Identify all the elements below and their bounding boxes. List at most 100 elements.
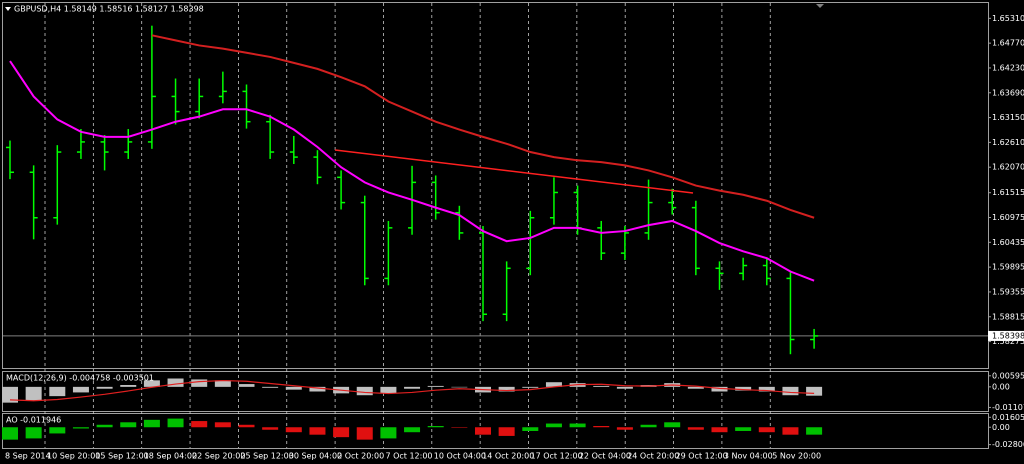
ao-bar — [404, 427, 421, 433]
macd-bar — [167, 378, 184, 387]
y-tick-label: 1.63150 — [992, 113, 1024, 122]
x-tick-label: 15 Sep 12:00 — [95, 452, 148, 461]
ao-bar — [380, 427, 397, 439]
ao-bar — [309, 427, 326, 435]
current-price-label: 1.58398 — [992, 331, 1024, 340]
macd-bar — [72, 386, 89, 393]
indicator-line — [151, 34, 815, 219]
ao-bar — [593, 426, 610, 428]
x-tick-label: 3 Nov 04:00 — [724, 452, 773, 461]
ao-bar — [664, 422, 681, 428]
y-tick-label: 0.00 — [992, 423, 1010, 432]
y-tick-label: 1.58275 — [992, 337, 1024, 346]
y-tick-label: 1.60435 — [992, 238, 1024, 247]
macd-bar — [96, 386, 113, 389]
y-tick-label: 1.64230 — [992, 63, 1024, 72]
x-tick-label: 5 Nov 20:00 — [772, 452, 821, 461]
ao-bar — [25, 427, 42, 439]
ao-bar — [120, 422, 137, 428]
x-tick-label: 10 Sep 20:00 — [47, 452, 100, 461]
ao-bar — [498, 427, 515, 436]
y-tick-label: 1.64770 — [992, 39, 1024, 48]
ao-bar — [96, 424, 113, 428]
macd-bar — [758, 386, 775, 392]
y-tick-label: 1.62070 — [992, 163, 1024, 172]
symbol-menu-arrow[interactable] — [5, 7, 11, 11]
x-tick-label: 17 Oct 12:00 — [531, 452, 583, 461]
grid: 1.65310 1.64770 1.64230 1.63690 1.63150 1.626… — [3, 3, 1024, 461]
macd-bar — [49, 386, 66, 397]
y-tick-label: 1.59895 — [992, 263, 1024, 272]
ao-bar — [285, 427, 302, 433]
ao-bar — [475, 427, 491, 435]
macd-bar — [25, 386, 42, 401]
main-panel-frame — [2, 2, 989, 369]
ao-bar — [640, 424, 657, 428]
ao-bar — [758, 427, 775, 433]
ao-bar — [214, 422, 231, 428]
x-tick-label: 10 Oct 04:00 — [434, 452, 486, 461]
indicator-line — [9, 60, 815, 282]
ao-bar — [522, 427, 539, 431]
y-tick-label: 0.00 — [992, 382, 1010, 391]
y-tick-label: -0.011074 — [992, 403, 1024, 412]
macd-bar — [545, 382, 562, 387]
ao-bar — [782, 427, 799, 435]
ao-bar — [616, 427, 633, 430]
macd-bar — [309, 386, 326, 392]
macd-bar — [2, 386, 18, 403]
y-tick-label: 1.59355 — [992, 287, 1024, 296]
x-tick-label: 8 Sep 2014 — [5, 452, 51, 461]
macd-bar — [735, 386, 752, 391]
macd-bar — [356, 386, 373, 396]
macd-bar — [285, 386, 302, 390]
trendline[interactable] — [334, 149, 694, 194]
indicator-line — [9, 379, 815, 402]
ao-bar — [143, 419, 160, 428]
macd-bar — [451, 386, 468, 388]
ao-bar — [687, 427, 704, 430]
plots — [2, 25, 823, 440]
ao-bar — [333, 427, 350, 438]
x-tick-label: 24 Oct 20:00 — [627, 452, 679, 461]
ao-bar — [191, 421, 208, 428]
macd-bar — [616, 386, 633, 389]
x-tick-label: 22 Sep 20:00 — [192, 452, 245, 461]
macd-title: MACD(12,26,9) -0.004758 -0.003501 — [6, 374, 154, 383]
x-tick-label: 18 Sep 04:00 — [144, 452, 197, 461]
shift-marker[interactable] — [816, 4, 824, 8]
macd-bar — [806, 386, 823, 396]
ao-bar — [356, 427, 373, 440]
macd-bar — [143, 380, 160, 387]
ao-bar — [49, 427, 66, 434]
macd-bar — [404, 386, 421, 389]
x-tick-label: 7 Oct 12:00 — [385, 452, 432, 461]
ao-bar — [806, 427, 823, 435]
ao-bar — [569, 423, 586, 428]
macd-bar — [120, 385, 137, 387]
ao-bar — [451, 427, 468, 428]
macd-bar — [711, 386, 728, 392]
chart-title: GBPUSD,H4 1.58149 1.58516 1.58127 1.5839… — [14, 5, 204, 14]
current-price-box — [988, 330, 1024, 341]
ao-title: AO -0.011946 — [6, 416, 61, 425]
ao-bar — [2, 427, 18, 440]
y-tick-label: 1.63690 — [992, 88, 1024, 97]
ao-bar — [427, 426, 444, 428]
macd-bar — [593, 385, 610, 387]
x-tick-label: 29 Oct 12:00 — [676, 452, 728, 461]
y-tick-label: 1.62610 — [992, 138, 1024, 147]
macd-bar — [782, 386, 799, 396]
x-tick-label: 14 Oct 20:00 — [482, 452, 534, 461]
y-tick-label: 1.61515 — [992, 188, 1024, 197]
ao-bar — [545, 423, 562, 428]
y-tick-label: 0.01605 — [992, 413, 1024, 422]
y-tick-label: -0.02806 — [992, 440, 1024, 449]
macd-bar — [191, 379, 208, 387]
ao-bar — [711, 427, 728, 433]
y-tick-label: 1.60975 — [992, 213, 1024, 222]
y-tick-label: 1.65310 — [992, 14, 1024, 23]
